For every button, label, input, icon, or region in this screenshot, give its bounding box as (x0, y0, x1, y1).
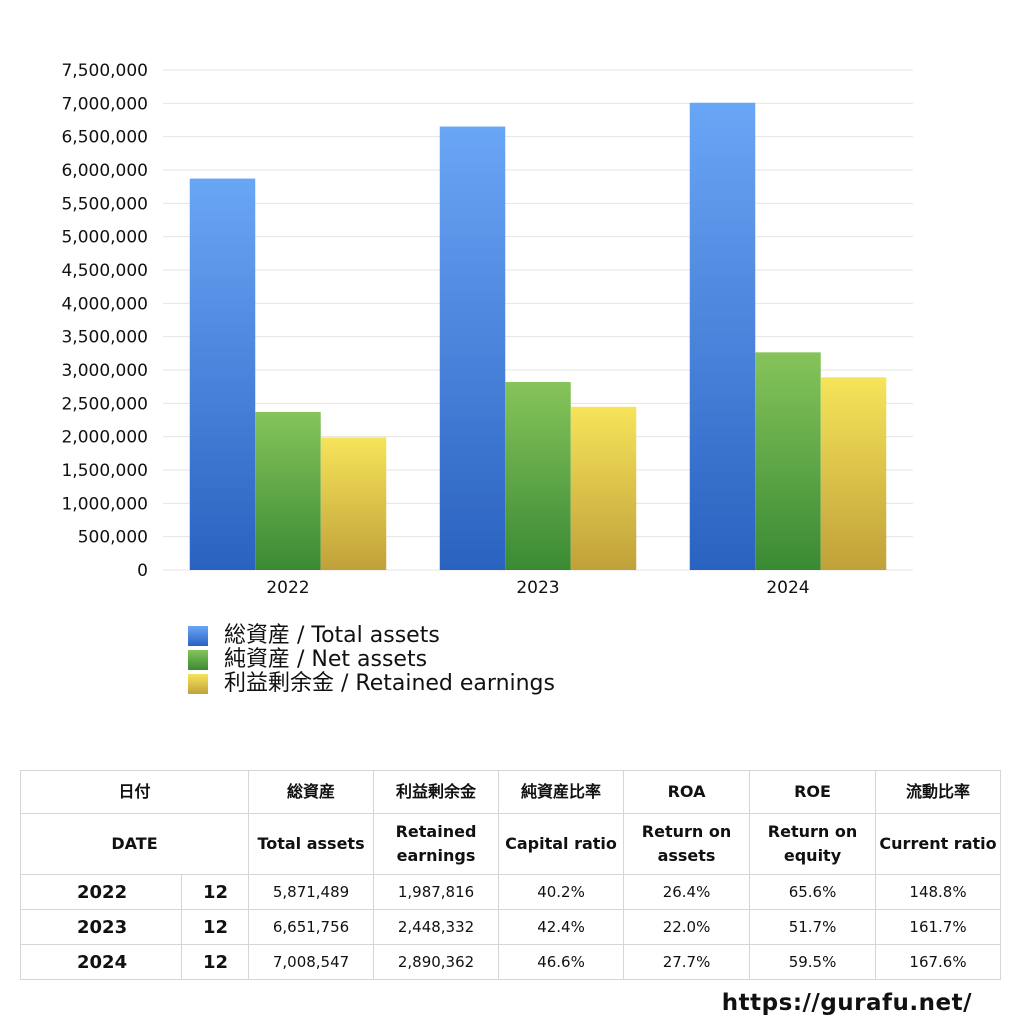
retained-cell: 2,890,362 (373, 944, 500, 980)
header-roe-en: Return on equity (749, 813, 877, 875)
roe-cell: 59.5% (749, 944, 877, 980)
x-axis-ticks: 2022 2023 2024 (266, 578, 809, 598)
header-capital-ratio-jp: 純資産比率 (498, 770, 625, 814)
legend-item-net-assets: 純資産 / Net assets (188, 648, 555, 672)
legend-item-retained-earnings: 利益剰余金 / Retained earnings (188, 672, 555, 696)
bar (570, 406, 637, 570)
financial-table: 日付 総資産 利益剰余金 純資産比率 ROA ROE 流動比率 DATE Tot… (19, 770, 1002, 980)
table-row: 2023 12 6,651,756 2,448,332 42.4% 22.0% … (20, 909, 1002, 945)
y-tick-label: 4,000,000 (61, 294, 148, 314)
bar (755, 352, 821, 570)
x-tick-label: 2023 (516, 578, 559, 598)
bar (320, 437, 387, 570)
table-row: 2022 12 5,871,489 1,987,816 40.2% 26.4% … (20, 874, 1002, 910)
y-tick-label: 5,000,000 (61, 228, 148, 248)
month-cell: 12 (180, 874, 250, 910)
year-cell: 2022 (20, 874, 182, 910)
legend-label-total-assets: 総資産 / Total assets (224, 623, 440, 648)
legend-swatch-net-assets (188, 650, 208, 670)
legend-swatch-retained-earnings (188, 674, 208, 694)
capital-ratio-cell: 42.4% (498, 909, 625, 945)
legend: 総資産 / Total assets 純資産 / Net assets 利益剰余… (188, 624, 555, 696)
roa-cell: 22.0% (623, 909, 751, 945)
y-tick-label: 4,500,000 (61, 261, 148, 281)
year-cell: 2024 (20, 944, 182, 980)
y-tick-label: 1,500,000 (61, 461, 148, 481)
bar (820, 377, 887, 570)
total-assets-cell: 6,651,756 (248, 909, 375, 945)
y-tick-label: 1,000,000 (61, 494, 148, 514)
header-total-assets-en: Total assets (248, 813, 375, 875)
total-assets-cell: 7,008,547 (248, 944, 375, 980)
x-tick-label: 2024 (766, 578, 809, 598)
legend-swatch-total-assets (188, 626, 208, 646)
y-tick-label: 3,500,000 (61, 328, 148, 348)
year-cell: 2023 (20, 909, 182, 945)
current-ratio-cell: 148.8% (875, 874, 1002, 910)
capital-ratio-cell: 40.2% (498, 874, 625, 910)
current-ratio-cell: 167.6% (875, 944, 1002, 980)
roe-cell: 51.7% (749, 909, 877, 945)
total-assets-cell: 5,871,489 (248, 874, 375, 910)
y-tick-label: 5,500,000 (61, 194, 148, 214)
bar (505, 382, 571, 570)
month-cell: 12 (180, 909, 250, 945)
roa-cell: 26.4% (623, 874, 751, 910)
legend-label-net-assets: 純資産 / Net assets (224, 647, 428, 672)
y-tick-label: 2,500,000 (61, 394, 148, 414)
header-capital-ratio-en: Capital ratio (498, 813, 625, 875)
header-retained-en: Retained earnings (373, 813, 500, 875)
header-current-ratio-jp: 流動比率 (875, 770, 1002, 814)
bar (255, 412, 321, 570)
legend-label-retained-earnings: 利益剰余金 / Retained earnings (224, 671, 555, 696)
table-row: 2024 12 7,008,547 2,890,362 46.6% 27.7% … (20, 944, 1002, 980)
x-tick-label: 2022 (266, 578, 309, 598)
current-ratio-cell: 161.7% (875, 909, 1002, 945)
header-total-assets-jp: 総資産 (248, 770, 375, 814)
retained-cell: 2,448,332 (373, 909, 500, 945)
header-row-en: DATE Total assets Retained earnings Capi… (19, 813, 1002, 875)
header-roa-jp: ROA (623, 770, 751, 814)
bar (439, 126, 506, 571)
y-tick-label: 3,000,000 (61, 361, 148, 381)
header-roe-jp: ROE (749, 770, 877, 814)
header-date-jp: 日付 (19, 770, 250, 814)
y-tick-label: 500,000 (78, 528, 148, 548)
y-tick-label: 2,000,000 (61, 428, 148, 448)
y-tick-label: 6,500,000 (61, 128, 148, 148)
bars (189, 102, 887, 571)
roe-cell: 65.6% (749, 874, 877, 910)
y-axis-ticks: 0 500,000 1,000,000 1,500,000 2,000,000 2,500… (61, 61, 148, 581)
header-retained-jp: 利益剰余金 (373, 770, 500, 814)
header-roa-en: Return on assets (623, 813, 751, 875)
month-cell: 12 (180, 944, 250, 980)
y-tick-label: 7,500,000 (61, 61, 148, 81)
retained-cell: 1,987,816 (373, 874, 500, 910)
y-tick-label: 6,000,000 (61, 161, 148, 181)
legend-item-total-assets: 総資産 / Total assets (188, 624, 555, 648)
header-current-ratio-en: Current ratio (875, 813, 1002, 875)
header-row-jp: 日付 総資産 利益剰余金 純資産比率 ROA ROE 流動比率 (19, 770, 1002, 814)
roa-cell: 27.7% (623, 944, 751, 980)
y-tick-label: 7,000,000 (61, 94, 148, 114)
source-url[interactable]: https://gurafu.net/ (721, 990, 972, 1016)
capital-ratio-cell: 46.6% (498, 944, 625, 980)
y-tick-label: 0 (137, 561, 148, 581)
bar (689, 102, 756, 570)
bar (189, 178, 256, 571)
bar-chart: 0 500,000 1,000,000 1,500,000 2,000,000 2,500… (61, 61, 913, 598)
header-date-en: DATE (19, 813, 250, 875)
